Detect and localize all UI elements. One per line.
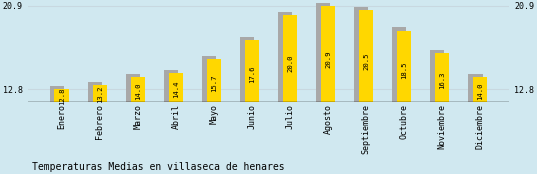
Bar — [130, 77, 145, 102]
Bar — [392, 27, 407, 102]
Bar — [397, 30, 411, 102]
Bar — [359, 10, 373, 102]
Text: 13.2: 13.2 — [97, 86, 103, 103]
Text: 16.3: 16.3 — [439, 72, 445, 89]
Bar — [164, 70, 178, 102]
Bar — [321, 6, 335, 102]
Text: 15.7: 15.7 — [211, 74, 217, 92]
Bar — [473, 77, 488, 102]
Bar — [430, 50, 445, 102]
Text: 14.0: 14.0 — [477, 82, 483, 100]
Bar — [202, 56, 216, 102]
Bar — [245, 40, 259, 102]
Bar — [354, 7, 368, 102]
Text: 20.0: 20.0 — [287, 54, 293, 72]
Text: 12.8: 12.8 — [59, 88, 65, 105]
Bar — [207, 59, 221, 102]
Text: Temperaturas Medias en villaseca de henares: Temperaturas Medias en villaseca de hena… — [32, 162, 285, 172]
Bar — [92, 85, 107, 102]
Text: 18.5: 18.5 — [401, 61, 407, 79]
Bar — [468, 74, 483, 102]
Text: 14.4: 14.4 — [173, 80, 179, 98]
Text: 14.0: 14.0 — [135, 82, 141, 100]
Bar — [316, 3, 330, 102]
Bar — [240, 37, 254, 102]
Text: 17.6: 17.6 — [249, 65, 255, 83]
Text: 20.5: 20.5 — [363, 52, 369, 70]
Bar — [88, 82, 102, 102]
Bar — [169, 73, 183, 102]
Bar — [278, 12, 292, 102]
Bar — [435, 53, 449, 102]
Bar — [283, 15, 297, 102]
Bar — [54, 89, 69, 102]
Bar — [49, 86, 64, 102]
Bar — [126, 74, 140, 102]
Text: 20.9: 20.9 — [325, 50, 331, 68]
